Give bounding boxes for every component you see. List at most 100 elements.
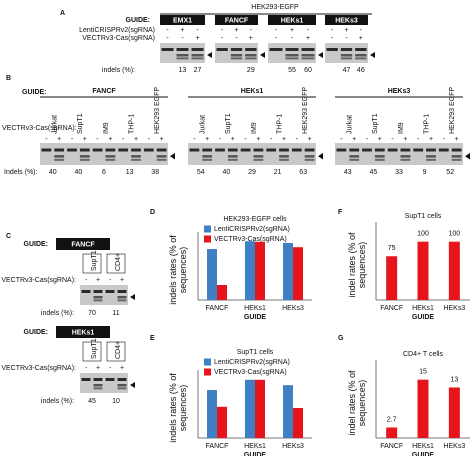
gel-band [105,378,115,381]
guide-box [268,15,316,25]
gel-band [245,48,257,51]
bar [207,390,217,438]
lane-sign: + [96,365,100,372]
lane-label: HEK293 EGFP [154,87,161,134]
bar [417,241,429,300]
indel-value: 45 [370,169,378,176]
y-axis-label: indel rates (% of sequences) [347,370,367,436]
indel-value: 21 [274,169,282,176]
gel-band [304,158,315,161]
gel-band [245,54,257,57]
gel-band [269,48,283,51]
indel-value: 54 [197,169,205,176]
bar [293,247,303,300]
indel-value: 55 [288,67,296,74]
lane-sign: - [166,27,169,34]
lane-sign: - [417,136,420,143]
gel-band [202,155,213,158]
lane-sign: - [443,136,446,143]
gel-band [117,384,127,387]
y-axis-label: indels rates (% of sequences) [168,373,188,443]
indel-value: 13 [179,67,187,74]
indel-value: 29 [247,67,255,74]
lane-sign: + [96,277,100,284]
gel-band [131,155,141,158]
guide-name: HEKs1 [72,329,95,336]
gel-band [105,148,116,152]
gel-band [227,148,238,152]
gel-band [105,158,116,161]
gel-band [340,54,353,57]
x-tick-label: HEKs1 [412,305,434,312]
lane-sign: - [275,27,278,34]
bar [207,249,217,300]
chart-title: SupT1 cells [237,349,274,356]
gel-band [285,54,299,57]
gel-band [41,148,52,152]
gel-band [336,148,347,152]
gel-band [304,155,315,158]
indel-value: 63 [299,169,307,176]
lane-sign: - [109,277,112,284]
indel-value: 11 [112,310,119,317]
chart-title: HEK293-EGFP cells [223,216,287,223]
lane-sign: + [134,136,138,143]
lane-sign: + [120,277,124,284]
lane-sign: - [85,365,88,372]
gel-band [215,148,225,152]
lane-sign: - [85,277,88,284]
lane-sign: + [282,136,286,143]
guide-name: HEKs3 [388,88,411,95]
lane-sign: + [160,136,164,143]
gel-band [54,155,65,158]
guide-box [56,326,110,338]
arrowhead [370,52,375,58]
gel-band [79,148,90,152]
lane-label: THP-1 [423,114,430,134]
lane-sign: + [205,136,209,143]
indel-label: indels (%): [41,310,74,317]
gel-band [230,48,243,51]
legend-swatch [204,358,211,366]
lane-box [82,253,102,274]
bar [283,385,293,438]
gel-band [304,148,315,152]
lane-sign: - [166,35,169,42]
lane-label: THP-1 [128,114,135,134]
gel-band [92,148,103,152]
lane-sign: - [96,136,99,143]
lane-sign: + [83,136,87,143]
guide-name: EMX1 [173,17,192,24]
gel-band [349,158,360,161]
gel-band [143,148,154,152]
gel-band [340,48,353,51]
gel-band [426,148,436,152]
lane-sign: - [391,136,394,143]
gel-band [362,148,372,152]
gel [215,43,258,63]
indel-value: 60 [304,67,312,74]
panel-letter: E [150,335,155,342]
bar [255,241,265,300]
indel-value: 52 [446,169,454,176]
indel-label: Indels (%): [4,169,38,176]
lane-sign: - [221,35,224,42]
indel-label: indels (%): [102,67,135,74]
gel-band [93,387,103,390]
arrowhead [170,152,175,160]
gel [188,143,316,165]
y-axis-label: indel rates (% of sequences) [347,232,367,298]
gel-band [227,158,238,161]
gel-band [400,158,411,161]
guide-name: HEKs1 [241,88,264,95]
gel-band [240,148,251,152]
x-axis-label: GUIDE [412,452,435,456]
gel [80,285,128,305]
arrowhead [260,52,265,58]
gel-band [426,158,436,161]
gel-band [374,158,385,161]
gel [80,373,128,393]
legend-swatch [204,225,211,233]
